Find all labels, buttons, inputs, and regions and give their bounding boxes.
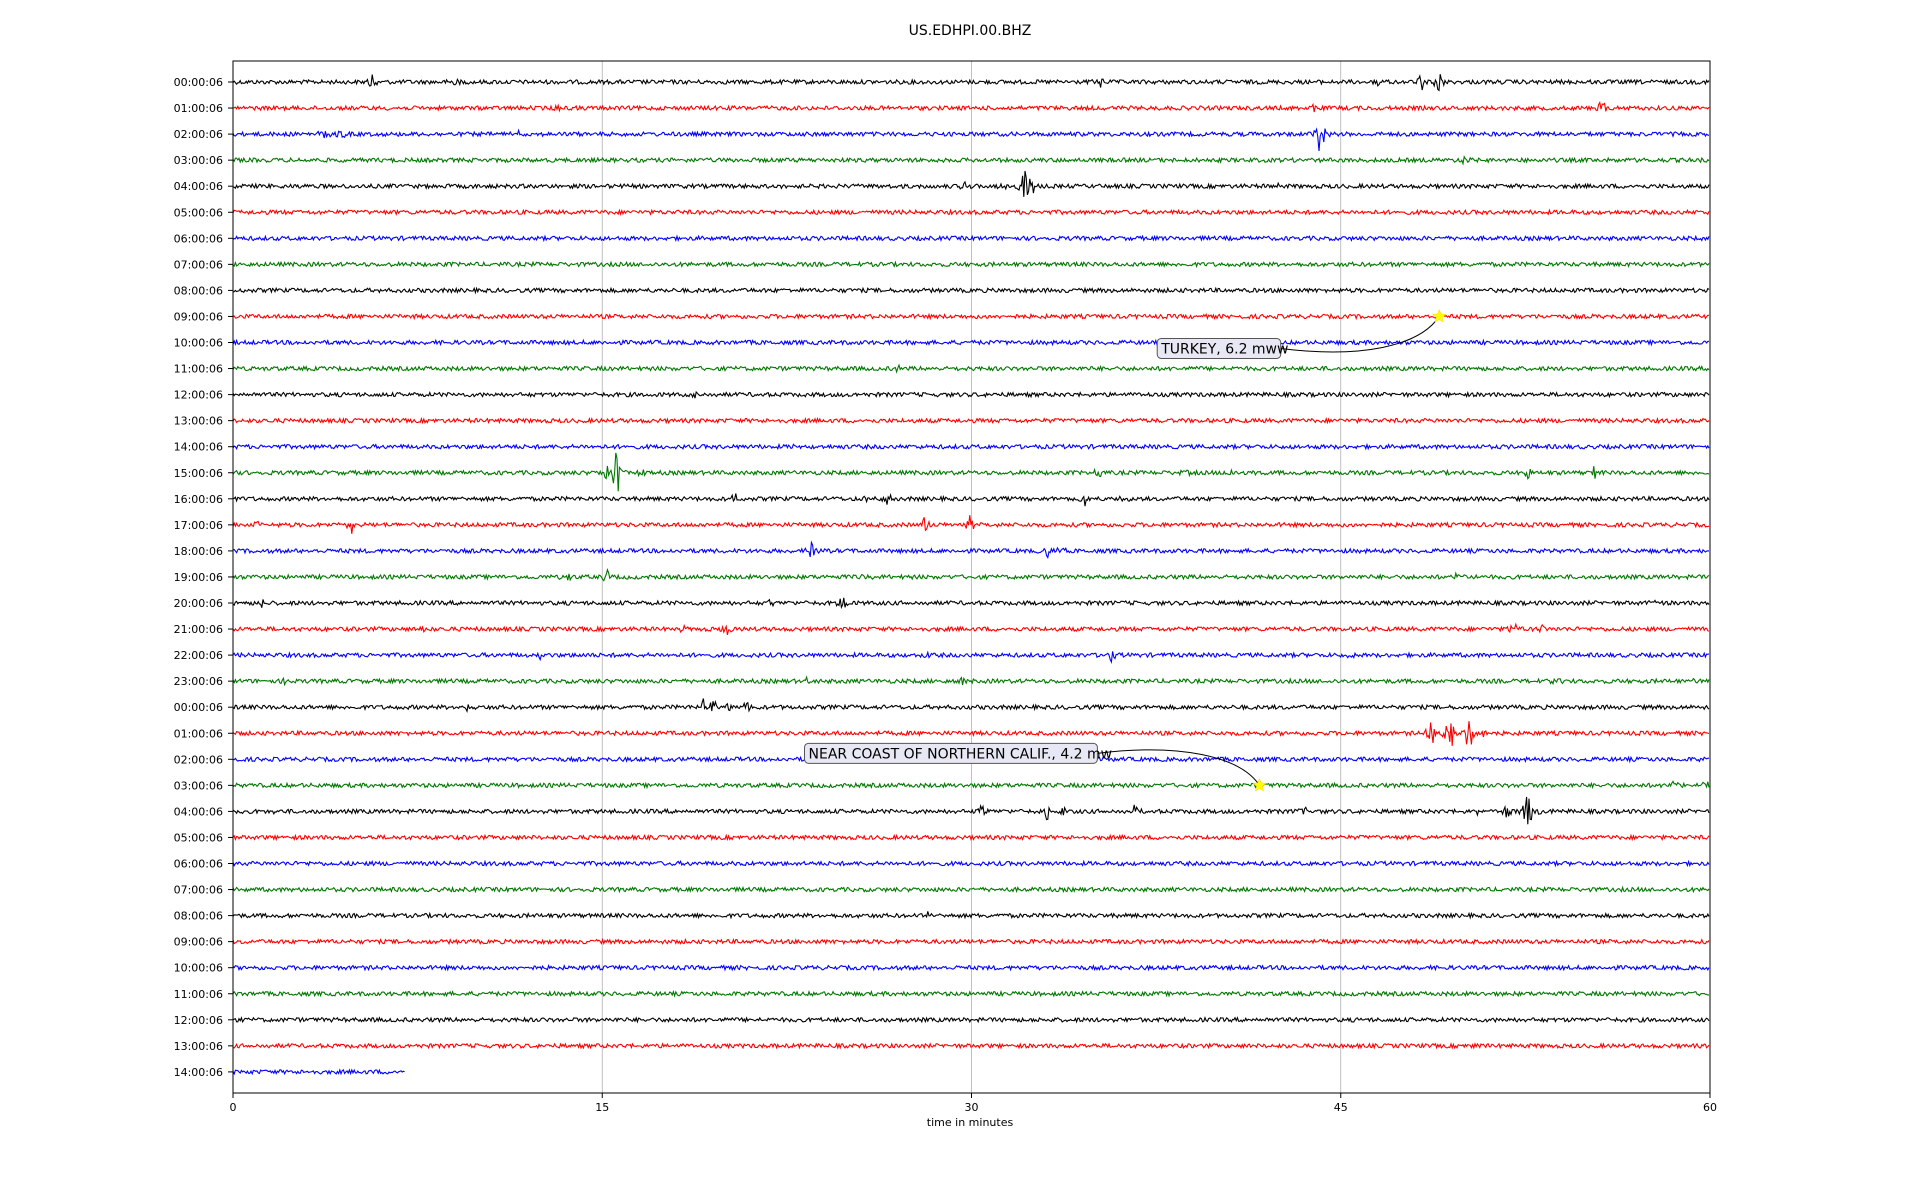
row-time-label: 17:00:06 [174,519,223,532]
x-tick-label: 15 [595,1101,609,1114]
trace-row-23 [232,675,1710,687]
row-time-label: 08:00:06 [174,284,223,297]
trace-row-30 [232,859,1710,868]
row-time-label: 03:00:06 [174,154,223,167]
row-time-label: 10:00:06 [174,337,223,350]
trace-row-37 [232,1042,1710,1050]
row-time-label: 10:00:06 [174,962,223,975]
row-time-label: 23:00:06 [174,675,223,688]
trace-row-27 [232,780,1710,790]
trace-row-15 [232,452,1710,492]
row-time-label: 05:00:06 [174,831,223,844]
row-time-label: 07:00:06 [174,258,223,271]
row-time-label: 04:00:06 [174,180,223,193]
event-label-box [804,742,1098,764]
trace-row-25 [232,721,1710,746]
row-time-label: 02:00:06 [174,753,223,766]
trace-row-21 [232,622,1710,636]
trace-row-0 [232,74,1710,92]
trace-row-38 [232,1068,405,1076]
row-time-label: 11:00:06 [174,988,223,1001]
trace-row-8 [232,286,1710,295]
trace-row-22 [232,650,1710,665]
trace-row-12 [232,390,1710,399]
row-time-label: 04:00:06 [174,805,223,818]
trace-row-32 [232,911,1710,920]
trace-row-34 [232,963,1710,972]
row-time-label: 16:00:06 [174,493,223,506]
row-time-label: 20:00:06 [174,597,223,610]
row-time-label: 05:00:06 [174,206,223,219]
trace-row-6 [232,234,1710,243]
trace-row-35 [232,989,1710,998]
event-star-icon [1252,777,1267,792]
row-time-label: 14:00:06 [174,441,223,454]
row-time-label: 09:00:06 [174,936,223,949]
event-star-icon [1431,308,1447,323]
trace-row-2 [232,127,1710,151]
trace-row-16 [233,492,1710,507]
row-time-label: 11:00:06 [174,363,223,376]
row-time-label: 00:00:06 [174,76,223,89]
trace-row-1 [232,100,1710,113]
row-time-label: 06:00:06 [174,858,223,871]
row-time-label: 13:00:06 [174,415,223,428]
event-annotations: TURKEY, 6.2 mww NEAR COAST OF NORTHERN CA… [804,308,1447,792]
trace-row-17 [232,515,1710,534]
event-label: TURKEY, 6.2 mww [1160,341,1288,357]
row-time-label: 08:00:06 [174,910,223,923]
row-time-label: 14:00:06 [174,1066,223,1079]
trace-row-18 [232,540,1710,559]
x-tick-label: 60 [1703,1101,1717,1114]
trace-row-31 [232,885,1710,894]
event-annotation-1: NEAR COAST OF NORTHERN CALIF., 4.2 mw [804,742,1267,792]
row-time-label: 01:00:06 [174,102,223,115]
row-time-label: 01:00:06 [174,727,223,740]
x-axis-ticks: 0 15 30 45 60 [230,1093,1717,1114]
trace-row-13 [232,416,1710,425]
traces [232,74,1710,1076]
trace-row-36 [232,1016,1710,1024]
row-time-label: 07:00:06 [174,884,223,897]
x-tick-label: 30 [965,1101,979,1114]
row-time-label: 13:00:06 [174,1040,223,1053]
row-time-label: 12:00:06 [174,1014,223,1027]
trace-row-11 [232,363,1710,374]
row-time-label: 12:00:06 [174,389,223,402]
trace-row-7 [232,260,1710,269]
row-time-label: 03:00:06 [174,779,223,792]
row-time-label: 02:00:06 [174,128,223,141]
row-time-label: 00:00:06 [174,701,223,714]
y-tick-labels: 00:00:06 01:00:06 02:00:06 03:00:06 04:00:06… [174,76,233,1079]
row-time-label: 18:00:06 [174,545,223,558]
chart-title: US.EDHPI.00.BHZ [909,23,1032,39]
row-time-label: 21:00:06 [174,623,223,636]
trace-row-29 [232,833,1710,842]
event-label: NEAR COAST OF NORTHERN CALIF., 4.2 mw [809,746,1113,762]
x-tick-label: 45 [1334,1101,1348,1114]
row-time-label: 09:00:06 [174,310,223,323]
row-time-label: 15:00:06 [174,467,223,480]
row-time-label: 06:00:06 [174,232,223,245]
trace-row-20 [232,597,1710,610]
trace-row-24 [232,698,1710,713]
trace-row-28 [232,796,1710,825]
row-time-label: 19:00:06 [174,571,223,584]
trace-row-9 [232,312,1709,321]
trace-row-4 [232,170,1710,197]
row-time-label: 22:00:06 [174,649,223,662]
trace-row-19 [232,568,1710,582]
trace-row-5 [232,208,1710,217]
trace-row-33 [232,937,1710,946]
event-connector [1097,749,1260,786]
trace-row-14 [232,442,1710,451]
event-annotation-0: TURKEY, 6.2 mww [1156,308,1447,359]
event-label-box [1156,337,1282,359]
trace-row-3 [232,155,1710,166]
x-axis-label: time in minutes [927,1116,1014,1129]
trace-row-10 [232,338,1710,347]
x-tick-label: 0 [230,1101,237,1114]
event-connector [1280,316,1440,353]
